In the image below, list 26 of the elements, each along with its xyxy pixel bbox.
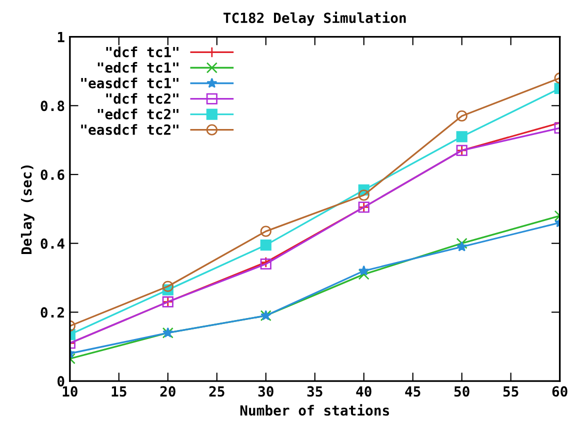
y-tick-label: 0.4 (40, 238, 64, 249)
x-tick-label: 35 (307, 386, 322, 397)
legend-label: "edcf tc1" (98, 62, 178, 73)
x-tick-label: 60 (552, 386, 568, 397)
x-tick-label: 55 (503, 386, 518, 397)
legend-label: "dcf tc1" (106, 46, 178, 58)
legend-label: "edcf tc2" (98, 108, 178, 120)
x-tick-label: 25 (209, 386, 224, 397)
y-tick-label: 0.8 (40, 100, 64, 112)
x-tick-label: 15 (112, 386, 126, 397)
x-tick-label: 20 (160, 386, 176, 397)
x-axis-title: Number of stations (240, 404, 389, 416)
legend-label: "easdcf tc2" (81, 124, 178, 135)
x-tick-label: 50 (454, 386, 470, 397)
x-tick-label: 10 (62, 386, 78, 397)
x-tick-label: 40 (356, 386, 372, 397)
y-tick-label: 0.2 (40, 307, 64, 318)
y-axis-title: Delay (sec) (20, 166, 34, 254)
y-tick-label: 0.6 (40, 169, 64, 180)
chart-title: TC182 Delay Simulation (223, 12, 406, 26)
legend-label: "easdcf tc1" (81, 78, 178, 88)
x-tick-label: 30 (258, 386, 274, 397)
y-tick-label: 1 (58, 32, 64, 42)
x-tick-label: 45 (405, 386, 420, 397)
y-tick-label: 0 (58, 376, 64, 387)
legend-label: "dcf tc2" (106, 93, 178, 104)
